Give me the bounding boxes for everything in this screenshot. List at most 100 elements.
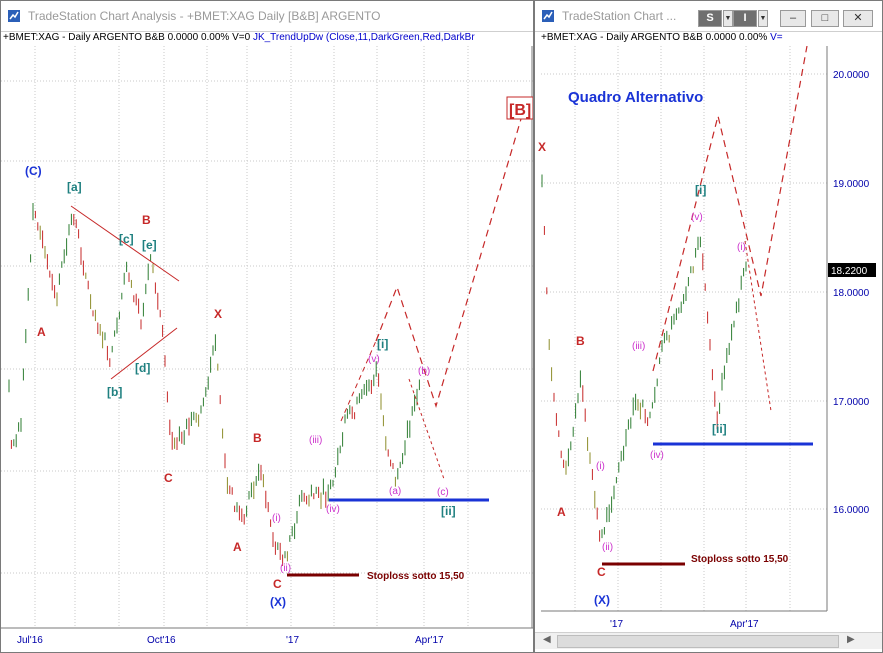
symbol-info-text: +BMET:XAG - Daily ARGENTO B&B 0.0000 0.0… (541, 32, 768, 43)
label-B1: B (142, 213, 151, 227)
maximize-icon: □ (821, 12, 829, 24)
label-b1: (b) (418, 366, 430, 377)
close-icon: ✕ (853, 12, 863, 24)
label-B: B (576, 334, 585, 348)
indicator-label[interactable]: JK_TrendUpDw (Close,11,DarkGreen,Red,Dar… (252, 32, 475, 43)
price-chart-left[interactable]: (C) [a] [c] [e] [b] [d] A B C X A B C (X… (1, 46, 533, 652)
x-axis-labels: Jul'16 Oct'16 '17 Apr'17 (17, 635, 444, 646)
label-X1: X (214, 307, 222, 321)
projection-path (375, 118, 522, 409)
label-d-bracket: [d] (135, 361, 150, 375)
wave-labels: (C) [a] [c] [e] [b] [d] A B C X A B C (X… (25, 164, 456, 609)
quadro-alternativo-title: Quadro Alternativo (568, 89, 703, 106)
y-label-19: 19.0000 (833, 179, 870, 190)
label-i-top: (i) (737, 242, 746, 253)
label-i-bracket: [i] (695, 183, 706, 197)
x-label-17: '17 (610, 619, 623, 630)
close-button[interactable]: ✕ (843, 10, 873, 27)
label-c1: (c) (437, 487, 449, 498)
projection-c (408, 378, 445, 480)
label-X-bottom: (X) (270, 595, 286, 609)
x-label-jul16: Jul'16 (17, 635, 43, 646)
i-dropdown-arrow-icon[interactable]: ▼ (758, 10, 768, 27)
label-iii: (iii) (632, 341, 645, 352)
label-B2: B (253, 431, 262, 445)
label-ii: (ii) (602, 542, 613, 553)
label-C: C (597, 565, 606, 579)
label-a-bracket: [a] (67, 180, 82, 194)
label-X-top: X (538, 140, 546, 154)
label-c-bracket: [c] (119, 232, 134, 246)
label-ii1: (ii) (280, 563, 291, 574)
symbol-info-text: +BMET:XAG - Daily ARGENTO B&B 0.0000 0.0… (3, 32, 251, 43)
label-C1: C (164, 471, 173, 485)
channel-line (340, 333, 380, 422)
stoploss-label: Stoploss sotto 15,50 (691, 554, 789, 565)
wave-labels: X B A C (X) [i] [ii] (538, 140, 727, 607)
subwave-labels: (i) (ii) (iii) (iv) (v) (a) (b) (c) (272, 354, 449, 574)
y-label-17: 17.0000 (833, 397, 870, 408)
y-label-16: 16.0000 (833, 505, 870, 516)
x-label-apr17: Apr'17 (730, 619, 759, 630)
price-chart-right[interactable]: Quadro Alternativo X B A C (X) [i] [ii] … (535, 46, 882, 632)
minimize-icon: – (789, 12, 797, 24)
grid (541, 46, 827, 611)
label-C-top: (C) (25, 164, 42, 178)
label-i1: (i) (272, 513, 281, 524)
projection-down (744, 240, 772, 412)
x-label-17: '17 (286, 635, 299, 646)
symbol-info: +BMET:XAG - Daily ARGENTO B&B 0.0000 0.0… (541, 32, 783, 43)
window-title: TradeStation Chart ... (562, 9, 677, 23)
price-bars (8, 202, 420, 566)
horizontal-scrollbar[interactable]: ◀ ▶ (535, 632, 882, 649)
label-e-bracket: [e] (142, 238, 157, 252)
y-axis-labels: 20.0000 19.0000 18.0000 17.0000 16.0000 (833, 70, 870, 516)
s-button[interactable]: S (698, 10, 722, 27)
triangle-lower-line (110, 327, 178, 380)
label-ii-bracket: [ii] (712, 422, 727, 436)
chart-window-right[interactable]: TradeStation Chart ... S ▼ I ▼ – □ ✕ +BM… (534, 0, 883, 653)
price-bars (541, 174, 747, 542)
s-button-label: S (706, 12, 714, 24)
label-a1: (a) (389, 486, 401, 497)
last-price-label: 18.2200 (831, 266, 868, 277)
label-A: A (557, 505, 566, 519)
big-B-box (506, 96, 533, 120)
x-label-apr17: Apr'17 (415, 635, 444, 646)
label-iv: (iv) (650, 450, 664, 461)
label-b-bracket: [b] (107, 385, 122, 399)
chart-window-left[interactable]: TradeStation Chart Analysis - +BMET:XAG … (0, 0, 534, 653)
i-button[interactable]: I (733, 10, 757, 27)
grid (1, 46, 533, 628)
label-iv1: (iv) (326, 504, 340, 515)
last-price-box (828, 263, 876, 277)
maximize-button[interactable]: □ (811, 10, 839, 27)
label-i-bracket: [i] (377, 337, 388, 351)
window-title: TradeStation Chart Analysis - +BMET:XAG … (28, 9, 381, 23)
label-v1: (v) (368, 354, 380, 365)
label-A1: A (37, 325, 46, 339)
scroll-right-icon[interactable]: ▶ (847, 634, 855, 645)
indicator-v: V= (770, 32, 783, 43)
s-dropdown-arrow-icon[interactable]: ▼ (723, 10, 733, 27)
y-label-18: 18.0000 (833, 288, 870, 299)
i-button-label: I (743, 12, 747, 24)
label-X-bottom: (X) (594, 593, 610, 607)
app-icon (8, 10, 20, 22)
stoploss-label: Stoploss sotto 15,50 (367, 571, 465, 582)
minimize-button[interactable]: – (780, 10, 806, 27)
label-C2: C (273, 577, 282, 591)
subwave-labels: (i) (ii) (iii) (iv) (v) (i) (596, 212, 746, 553)
label-v: (v) (691, 212, 703, 223)
titlebar-right[interactable]: TradeStation Chart ... S ▼ I ▼ – □ ✕ (535, 1, 882, 32)
titlebar-left[interactable]: TradeStation Chart Analysis - +BMET:XAG … (1, 1, 533, 32)
symbol-info: +BMET:XAG - Daily ARGENTO B&B 0.0000 0.0… (3, 32, 475, 43)
label-A2: A (233, 540, 242, 554)
label-ii-bracket: [ii] (441, 504, 456, 518)
app-icon (542, 10, 554, 22)
scroll-left-icon[interactable]: ◀ (543, 634, 551, 645)
triangle-upper-line (70, 205, 180, 282)
label-iii1: (iii) (309, 435, 322, 446)
scroll-thumb[interactable] (557, 635, 839, 648)
label-i: (i) (596, 461, 605, 472)
